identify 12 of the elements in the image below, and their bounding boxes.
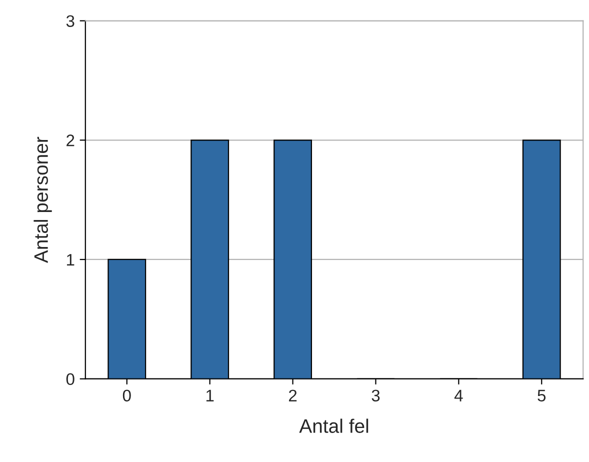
y-axis-title: Antal personer [34, 136, 52, 264]
x-tick-label: 3 [372, 390, 380, 402]
y-tick-label: 2 [66, 134, 74, 146]
x-axis-title: Antal fel [299, 418, 368, 433]
x-tick-label: 4 [454, 390, 463, 402]
y-tick-label: 3 [66, 15, 74, 27]
y-tick-label: 0 [66, 373, 74, 386]
y-tick-label: 1 [66, 254, 74, 266]
x-tick-label: 5 [538, 390, 546, 402]
x-tick-label: 2 [288, 390, 297, 402]
x-tick-label: 0 [122, 390, 131, 402]
x-tick-label: 1 [206, 390, 214, 402]
